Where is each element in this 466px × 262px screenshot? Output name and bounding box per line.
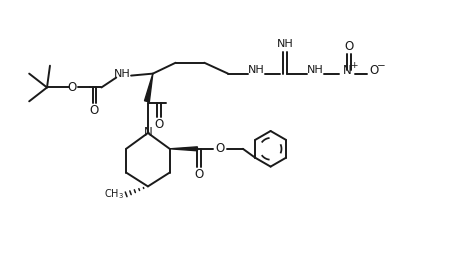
Text: O: O: [154, 118, 164, 130]
Text: O: O: [90, 104, 99, 117]
Text: N: N: [144, 127, 152, 139]
Text: −: −: [377, 61, 386, 71]
Text: O: O: [67, 81, 76, 94]
Text: O: O: [370, 64, 379, 77]
Text: NH: NH: [277, 39, 294, 49]
Text: NH: NH: [247, 65, 264, 75]
Text: O: O: [344, 40, 353, 53]
Polygon shape: [170, 147, 198, 151]
Text: N: N: [343, 64, 351, 77]
Polygon shape: [144, 74, 153, 102]
Text: NH: NH: [114, 69, 130, 79]
Text: NH: NH: [307, 65, 323, 75]
Text: O: O: [195, 168, 204, 181]
Text: +: +: [350, 61, 357, 70]
Text: CH$_3$: CH$_3$: [104, 187, 124, 201]
Text: O: O: [215, 142, 225, 155]
